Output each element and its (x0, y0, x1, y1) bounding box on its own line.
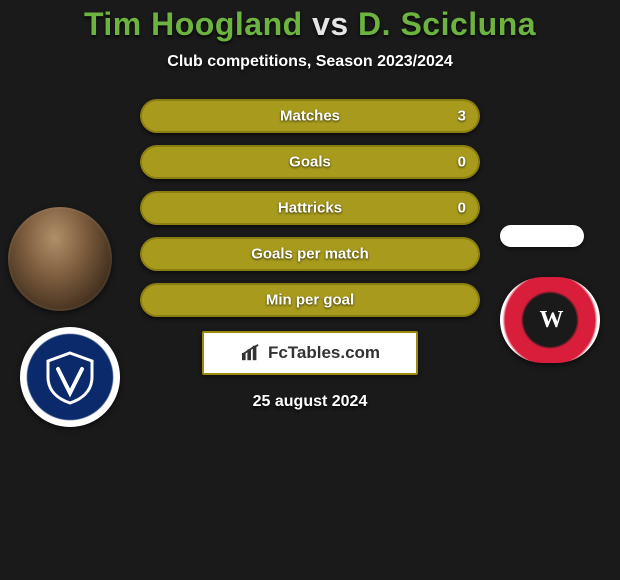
brand-box[interactable]: FcTables.com (202, 331, 418, 375)
brand-text: FcTables.com (268, 343, 380, 363)
player1-avatar (8, 207, 112, 311)
player2-token (500, 225, 584, 247)
stat-pill: Hattricks0 (140, 191, 480, 225)
stats-column: Matches3Goals0Hattricks0Goals per matchM… (140, 99, 480, 317)
page-title: Tim Hoogland vs D. Scicluna (0, 6, 620, 43)
comparison-card: Tim Hoogland vs D. Scicluna Club competi… (0, 0, 620, 411)
player1-name: Tim Hoogland (84, 6, 303, 42)
stat-label: Matches (140, 108, 480, 125)
stat-pill: Goals per match (140, 237, 480, 271)
stat-value-right: 0 (458, 200, 466, 217)
content-area: W Matches3Goals0Hattricks0Goals per matc… (0, 99, 620, 411)
stat-label: Min per goal (140, 292, 480, 309)
stat-pill: Matches3 (140, 99, 480, 133)
stat-pill: Min per goal (140, 283, 480, 317)
player1-club-badge (20, 327, 120, 427)
subtitle: Club competitions, Season 2023/2024 (0, 53, 620, 71)
stat-value-right: 0 (458, 154, 466, 171)
bar-chart-icon (240, 344, 262, 362)
club-monogram: W (540, 307, 561, 334)
stat-label: Goals per match (140, 246, 480, 263)
stat-pill: Goals0 (140, 145, 480, 179)
stat-label: Goals (140, 154, 480, 171)
stat-value-right: 3 (458, 108, 466, 125)
stat-label: Hattricks (140, 200, 480, 217)
vs-label: vs (312, 6, 349, 42)
date-label: 25 august 2024 (253, 393, 368, 411)
player2-name: D. Scicluna (358, 6, 536, 42)
player2-club-badge: W (500, 277, 600, 363)
shield-icon (40, 347, 100, 407)
